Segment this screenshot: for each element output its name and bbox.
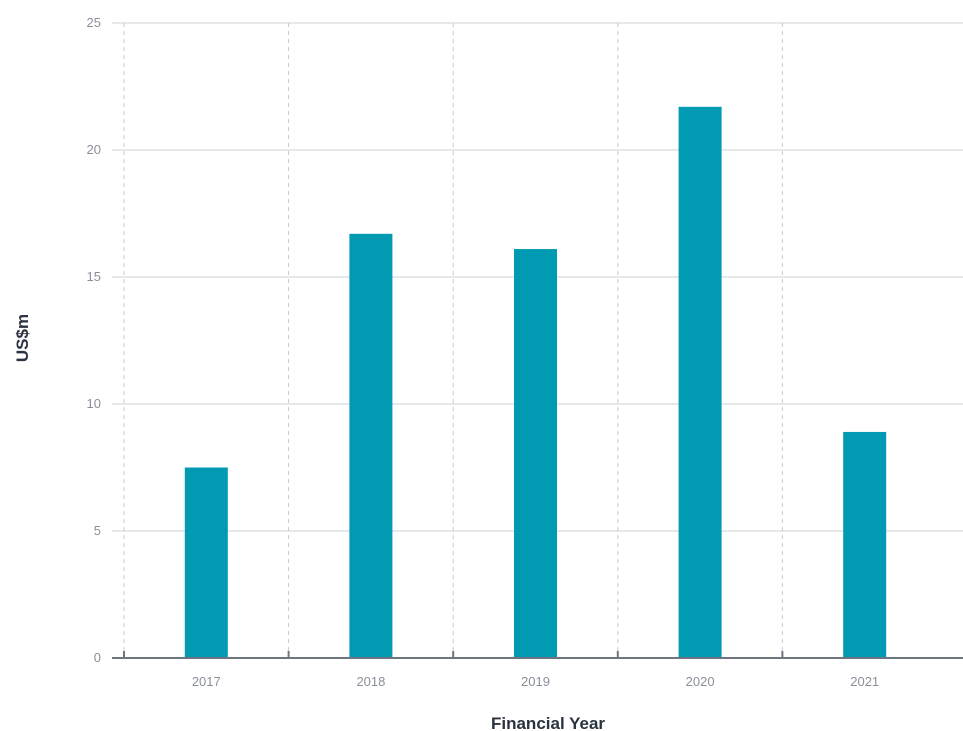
- grid-lines: [112, 22, 963, 658]
- y-axis-title: US$m: [13, 314, 32, 362]
- x-tick-label: 2018: [356, 674, 385, 689]
- x-tick-label: 2017: [192, 674, 221, 689]
- y-tick-label: 5: [94, 523, 101, 538]
- bars: [184, 106, 887, 658]
- bar-2021: [843, 431, 887, 658]
- bar-2019: [514, 249, 557, 658]
- y-tick-label: 20: [87, 142, 101, 157]
- y-tick-label: 10: [87, 396, 101, 411]
- bar-2017: [184, 467, 228, 658]
- y-tick-label: 25: [87, 15, 101, 30]
- axes: [112, 651, 963, 659]
- bar-2020: [678, 106, 722, 658]
- x-tick-label: 2021: [850, 674, 879, 689]
- x-tick-label: 2019: [521, 674, 550, 689]
- x-axis-title: Financial Year: [491, 714, 605, 731]
- y-tick-label: 15: [87, 269, 101, 284]
- bar-2018: [349, 233, 393, 658]
- x-tick-label: 2020: [686, 674, 715, 689]
- tick-labels: 0 5 10 15 20 25 2017 2018 2019 2020 2021: [87, 15, 880, 689]
- y-tick-label: 0: [94, 650, 101, 665]
